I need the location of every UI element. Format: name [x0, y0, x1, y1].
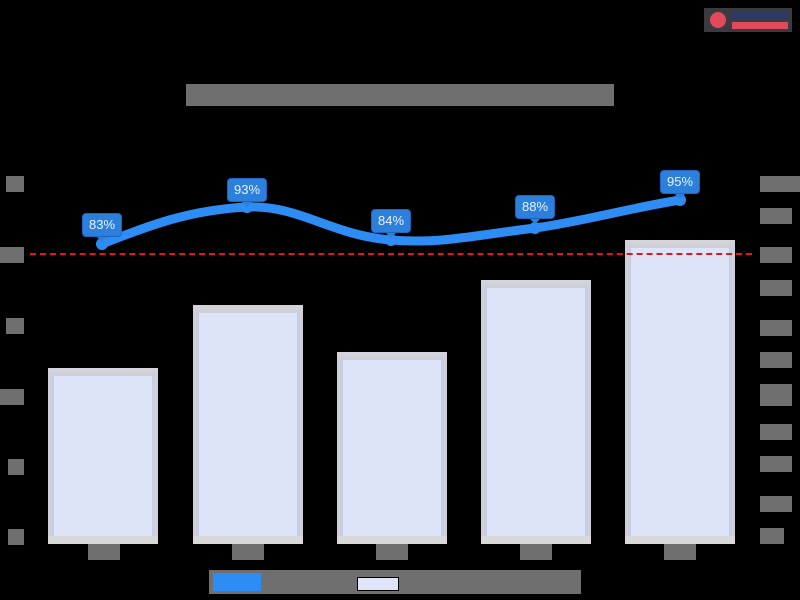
bar-1[interactable] [193, 305, 303, 540]
right-axis-tick-label [760, 352, 792, 368]
x-axis-label [664, 544, 696, 560]
data-label: 95% [659, 170, 701, 199]
legend-swatch-bar[interactable] [357, 577, 399, 591]
right-axis-tick-label [760, 456, 792, 472]
bar-3[interactable] [481, 280, 591, 540]
data-label: 93% [226, 178, 268, 207]
data-label: 88% [514, 195, 556, 224]
right-axis-tick-label [760, 176, 800, 192]
left-axis-tick-label [0, 247, 24, 263]
right-axis-tick-label [760, 320, 792, 336]
data-label: 84% [370, 209, 412, 238]
right-axis-tick-label [760, 496, 792, 512]
x-axis-label [520, 544, 552, 560]
left-axis-tick-label [6, 176, 24, 192]
legend-swatch-line[interactable] [213, 573, 261, 591]
bar-base [48, 536, 158, 544]
x-axis-label [88, 544, 120, 560]
right-axis-tick-label [760, 280, 792, 296]
left-axis-tick-label [8, 459, 24, 475]
bar-2[interactable] [337, 352, 447, 540]
bar-base [481, 536, 591, 544]
bar-base [193, 536, 303, 544]
logo-text-line1 [732, 12, 788, 19]
globe-logo-icon [710, 12, 726, 28]
left-axis-tick-label [0, 389, 24, 405]
chart-title [186, 84, 614, 106]
left-axis-tick-label [6, 318, 24, 334]
x-axis-label [232, 544, 264, 560]
bar-4[interactable] [625, 240, 735, 540]
data-label: 83% [81, 213, 123, 242]
bar-base [625, 536, 735, 544]
right-axis-tick-label [760, 424, 792, 440]
logo-text-line2 [732, 22, 788, 29]
bar-0[interactable] [48, 368, 158, 540]
right-axis-tick-label [760, 247, 792, 263]
target-reference-line [30, 253, 752, 255]
left-axis-tick-label [8, 529, 24, 545]
right-axis-tick-label [760, 208, 792, 224]
bar-base [337, 536, 447, 544]
brand-logo [704, 8, 792, 32]
line-point[interactable] [529, 222, 541, 234]
right-axis-tick-label [760, 384, 792, 406]
x-axis-label [376, 544, 408, 560]
right-axis-tick-label [760, 528, 784, 544]
